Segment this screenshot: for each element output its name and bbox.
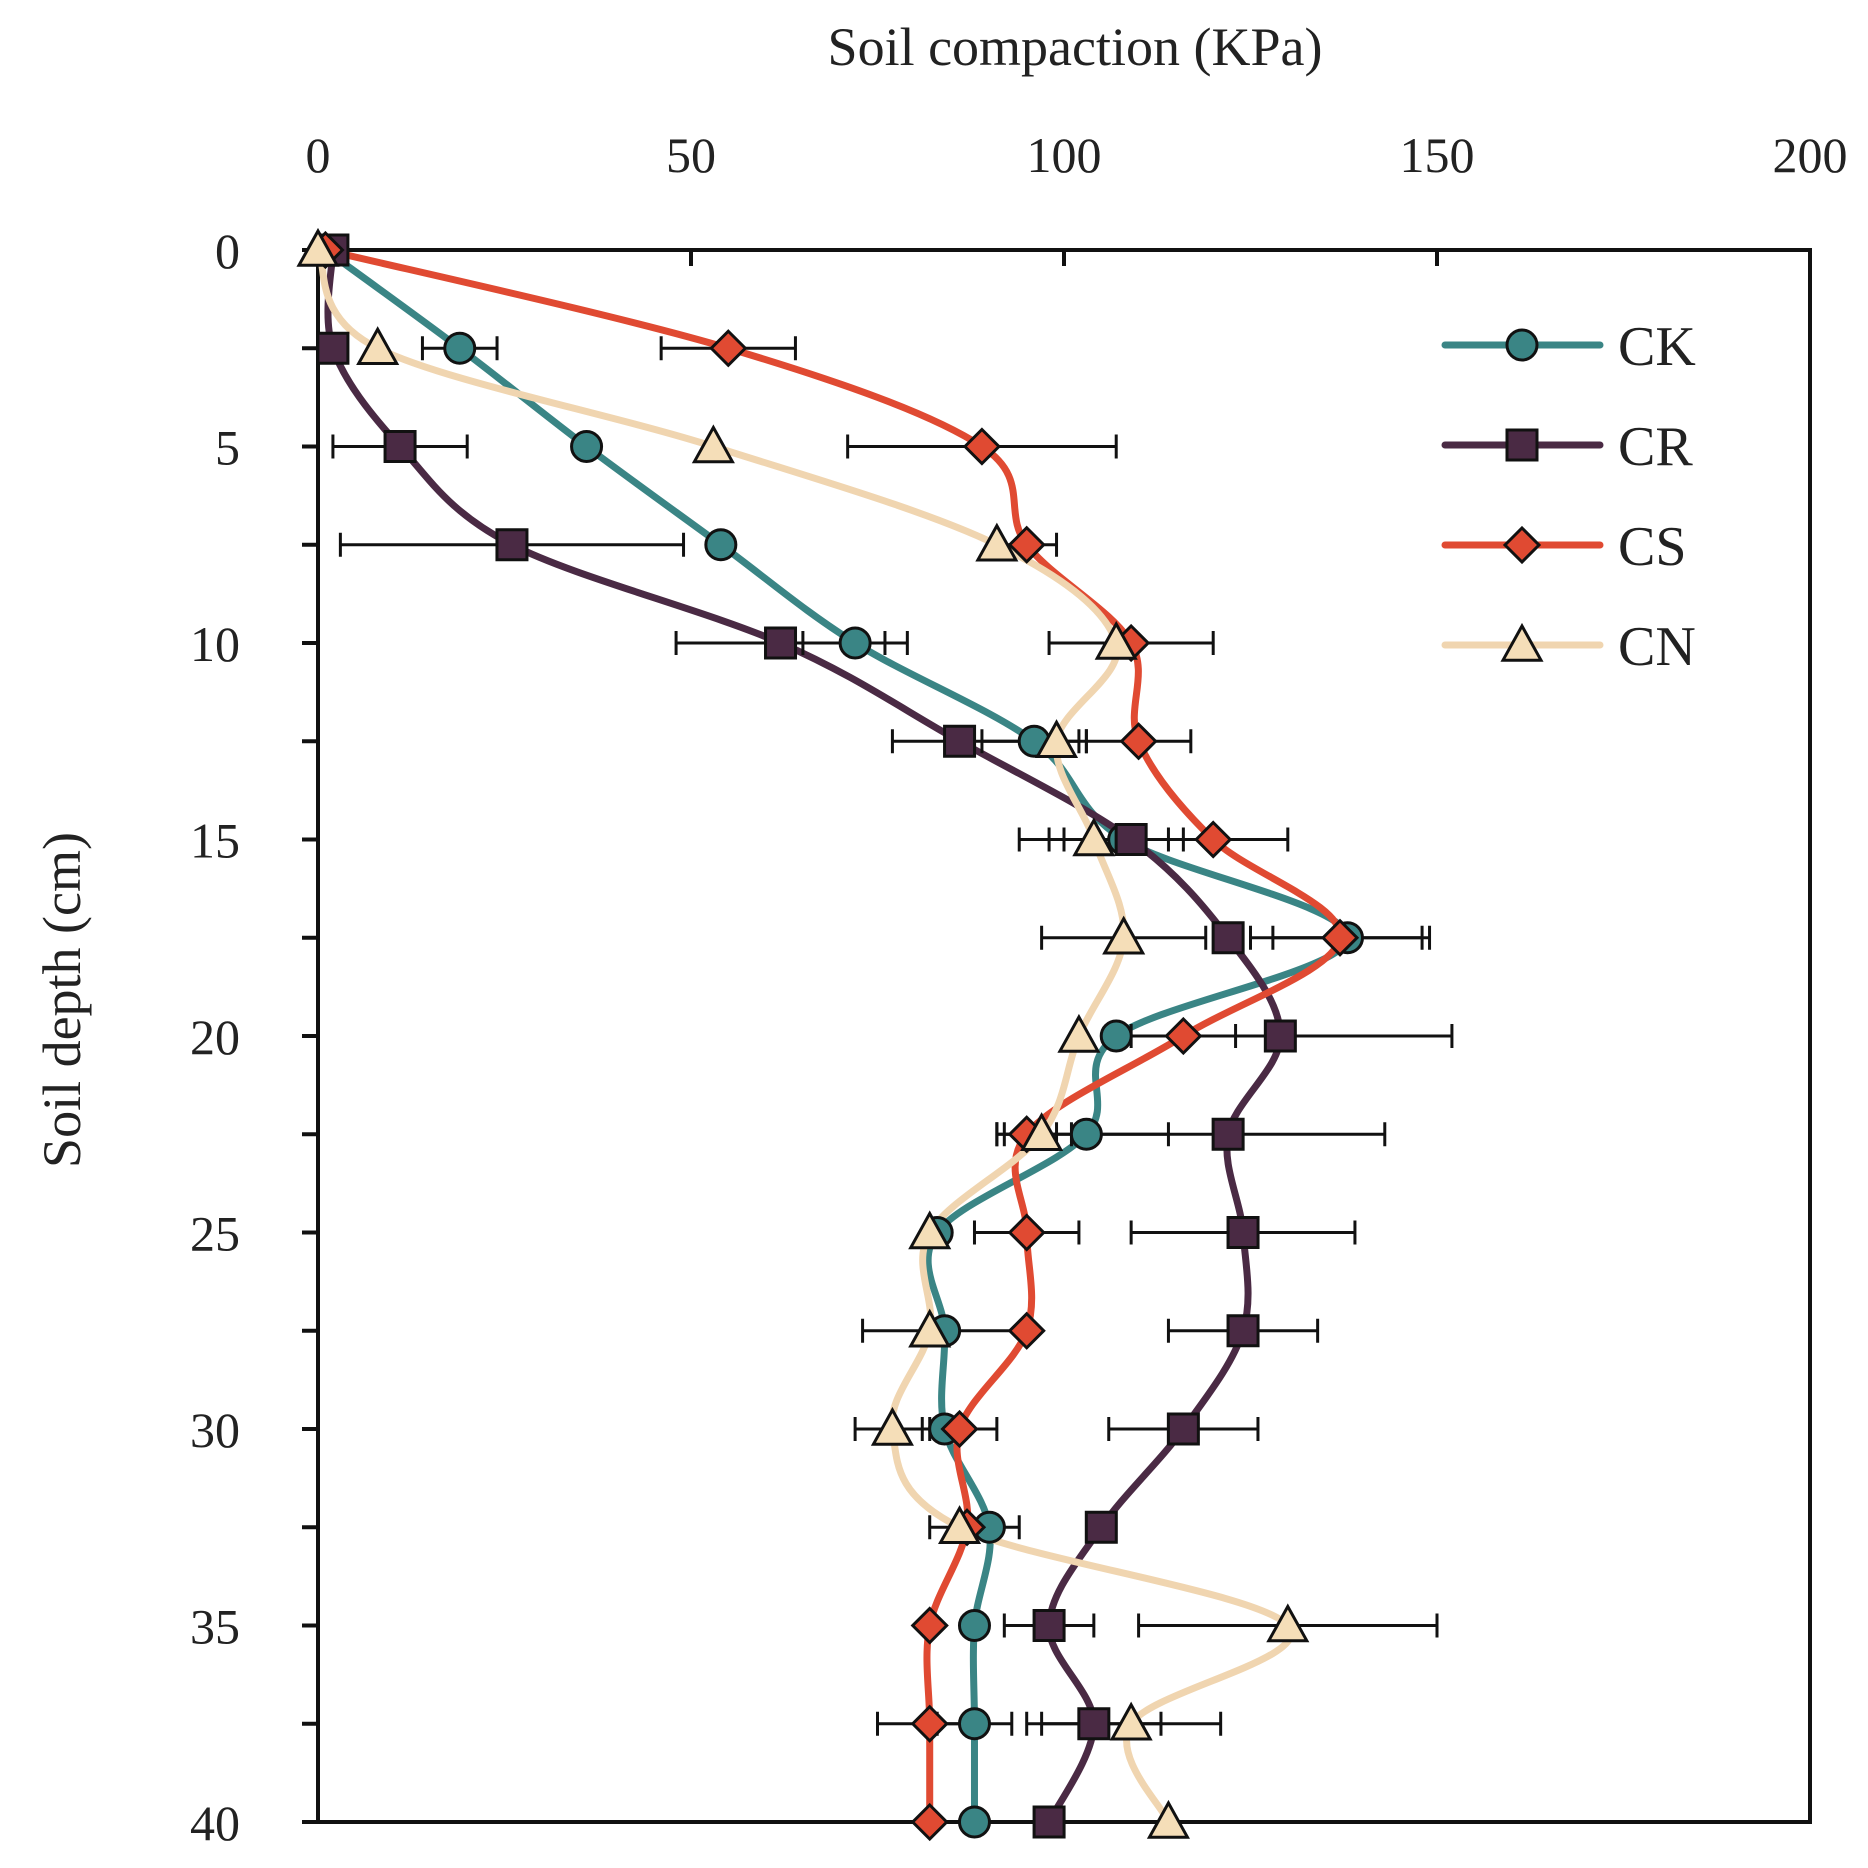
- data-point-cs: [1007, 525, 1046, 564]
- data-point-ck: [838, 626, 872, 660]
- x-tick-label: 100: [1027, 127, 1102, 183]
- data-point-cr: [1032, 1609, 1066, 1642]
- legend-marker-swatch: [1505, 328, 1539, 362]
- y-tick-label: 30: [190, 1402, 240, 1458]
- data-point-cn: [1034, 719, 1079, 758]
- data-point-cn: [975, 522, 1019, 562]
- data-point-cr: [1263, 1019, 1297, 1053]
- data-point-cs: [1320, 918, 1360, 957]
- data-point-cs: [940, 1409, 979, 1449]
- legend-item-ck: CK: [1441, 316, 1696, 378]
- data-point-cn: [691, 424, 735, 464]
- data-point-ck: [957, 1805, 991, 1839]
- legend-item-cr: CR: [1441, 416, 1693, 478]
- y-tick-label: 0: [215, 223, 240, 279]
- data-point-ck: [443, 331, 477, 365]
- x-tick-label: 200: [1773, 127, 1848, 183]
- data-point-cn: [1072, 817, 1116, 857]
- legend: CK CR CS CN: [1441, 316, 1696, 678]
- legend-marker-swatch: [1505, 428, 1539, 462]
- legend-label: CS: [1618, 516, 1687, 578]
- data-point-cr: [1084, 1510, 1118, 1544]
- data-point-ck: [570, 430, 604, 463]
- x-tick-label: 0: [306, 127, 331, 183]
- data-point-cr: [1077, 1707, 1111, 1741]
- data-point-cr: [383, 430, 417, 463]
- data-point-cs: [910, 1802, 949, 1842]
- data-point-cs: [709, 329, 748, 368]
- data-point-ck: [1099, 1019, 1133, 1053]
- data-point-cr: [1166, 1412, 1200, 1446]
- data-point-cr: [1226, 1216, 1260, 1249]
- legend-item-cs: CS: [1441, 516, 1687, 578]
- data-point-cr: [943, 724, 977, 758]
- y-tick-label: 35: [190, 1599, 240, 1655]
- data-point-cr: [1211, 1117, 1245, 1151]
- y-tick-label: 10: [190, 616, 240, 672]
- data-point-cn: [908, 1308, 952, 1348]
- data-point-cn: [908, 1210, 952, 1250]
- legend-label: CK: [1618, 316, 1696, 378]
- data-point-cr: [316, 331, 350, 365]
- data-point-cr: [1032, 1805, 1066, 1839]
- legend-marker-swatch: [1502, 525, 1542, 565]
- data-point-cr: [495, 528, 529, 562]
- legend-label: CR: [1618, 416, 1693, 478]
- data-point-cs: [1007, 1311, 1046, 1350]
- y-axis-title: Soil depth (cm): [32, 832, 92, 1168]
- data-point-cs: [1007, 1213, 1046, 1252]
- data-point-cs: [1164, 1016, 1203, 1056]
- data-point-cr: [1211, 921, 1245, 955]
- data-point-cn: [1266, 1603, 1310, 1643]
- series-markers: [296, 227, 1364, 1842]
- plot-area: 0 50 100 150 200 0 5 10 15 20 25 30 35 40: [190, 127, 1848, 1851]
- data-point-cn: [296, 227, 340, 267]
- data-point-cr: [1226, 1314, 1260, 1348]
- legend-item-cn: CN: [1441, 616, 1696, 678]
- legend-label: CN: [1618, 616, 1696, 678]
- data-point-cn: [1109, 1701, 1153, 1741]
- y-tick-label: 15: [190, 813, 240, 869]
- data-point-cr: [1114, 823, 1148, 856]
- data-point-ck: [1069, 1117, 1103, 1151]
- data-point-ck: [957, 1609, 991, 1642]
- data-point-cn: [938, 1505, 982, 1544]
- data-point-cn: [870, 1406, 914, 1446]
- data-point-cn: [1020, 1112, 1064, 1151]
- data-point-cr: [764, 626, 798, 660]
- data-point-cn: [1146, 1799, 1190, 1839]
- y-tick-label: 40: [190, 1795, 240, 1851]
- y-tick-label: 5: [215, 420, 240, 476]
- data-point-cs: [962, 427, 1002, 466]
- data-point-cs: [910, 1606, 949, 1645]
- data-point-cn: [1102, 915, 1146, 955]
- data-point-cn: [356, 326, 400, 365]
- data-point-cn: [1057, 1013, 1101, 1053]
- x-tick-label: 150: [1400, 127, 1475, 183]
- y-tick-label: 25: [190, 1206, 240, 1262]
- data-point-cs: [1119, 722, 1158, 761]
- legend-marker-swatch: [1500, 622, 1544, 662]
- x-axis-title: Soil compaction (KPa): [828, 17, 1323, 77]
- x-tick-label: 50: [666, 127, 716, 183]
- data-point-ck: [704, 528, 738, 562]
- data-point-cs: [1194, 820, 1233, 859]
- data-point-cs: [910, 1704, 949, 1743]
- y-tick-label: 20: [190, 1009, 240, 1065]
- data-point-cn: [1094, 620, 1138, 660]
- data-point-ck: [957, 1707, 991, 1741]
